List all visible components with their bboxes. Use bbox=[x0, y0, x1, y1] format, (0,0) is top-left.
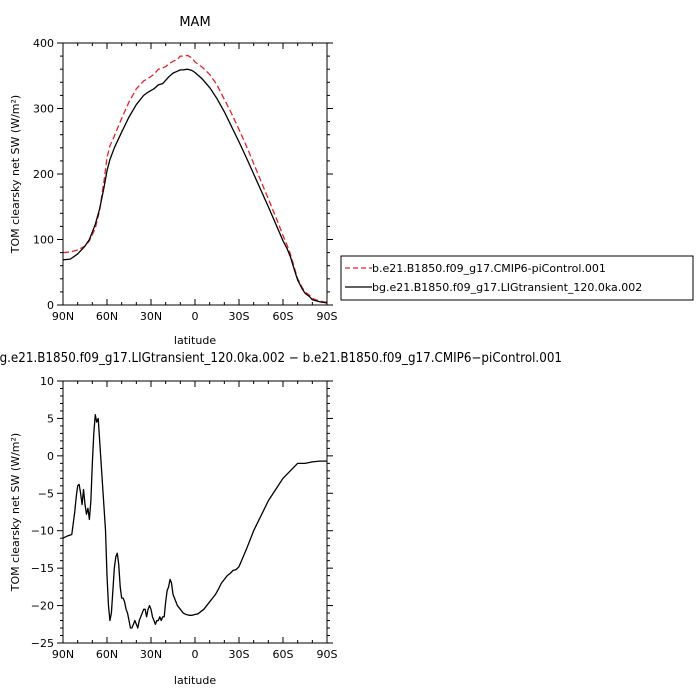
top-x-tick-label: 0 bbox=[192, 310, 199, 323]
top-x-tick-label: 90S bbox=[317, 310, 338, 323]
legend-box bbox=[340, 255, 694, 301]
bottom-x-tick-label: 60S bbox=[273, 648, 294, 661]
bottom-series-line-0 bbox=[62, 414, 327, 629]
top-chart-title: MAM bbox=[179, 15, 210, 30]
top-x-tick-label: 60N bbox=[96, 310, 118, 323]
bottom-y-tick-label: −20 bbox=[31, 600, 54, 613]
bottom-y-tick-label: −5 bbox=[38, 487, 54, 500]
bottom-x-tick-label: 30S bbox=[229, 648, 250, 661]
top-y-tick-label: 0 bbox=[47, 299, 54, 312]
top-x-tick-label: 60S bbox=[273, 310, 294, 323]
top-x-tick-label: 30S bbox=[229, 310, 250, 323]
bottom-x-tick-label: 60N bbox=[96, 648, 118, 661]
bottom-chart-x-axis-label: latitude bbox=[174, 674, 216, 687]
top-series-line-1 bbox=[62, 68, 328, 304]
legend-label-control: b.e21.B1850.f09_g17.CMIP6-piControl.001 bbox=[372, 262, 606, 275]
bottom-y-tick-label: 5 bbox=[47, 412, 54, 425]
bottom-chart-panel: bg.e21.B1850.f09_g17.LIGtransient_120.0k… bbox=[0, 351, 562, 687]
top-y-tick-label: 300 bbox=[33, 103, 54, 116]
bottom-x-tick-label: 0 bbox=[192, 648, 199, 661]
bottom-chart-title: bg.e21.B1850.f09_g17.LIGtransient_120.0k… bbox=[0, 351, 562, 366]
top-y-tick-label: 100 bbox=[33, 234, 54, 247]
top-series-line-0 bbox=[62, 54, 328, 304]
legend-label-transient: bg.e21.B1850.f09_g17.LIGtransient_120.0k… bbox=[372, 281, 642, 294]
top-chart-panel: MAM TOM clearsky net SW (W/m²) latitude … bbox=[9, 15, 338, 347]
bottom-chart-plot-frame bbox=[62, 380, 328, 644]
bottom-y-tick-label: −25 bbox=[31, 637, 54, 650]
bottom-x-tick-label: 30N bbox=[140, 648, 162, 661]
bottom-y-tick-label: 0 bbox=[47, 450, 54, 463]
top-y-tick-label: 200 bbox=[33, 168, 54, 181]
top-chart-plot-frame bbox=[62, 42, 328, 306]
bottom-x-tick-label: 90S bbox=[317, 648, 338, 661]
top-chart-y-axis-label: TOM clearsky net SW (W/m²) bbox=[9, 95, 22, 254]
bottom-chart-y-axis-label: TOM clearsky net SW (W/m²) bbox=[9, 433, 22, 592]
bottom-x-tick-label: 90N bbox=[52, 648, 74, 661]
bottom-y-tick-label: −10 bbox=[31, 525, 54, 538]
bottom-y-tick-label: −15 bbox=[31, 562, 54, 575]
legend: b.e21.B1850.f09_g17.CMIP6-piControl.001 … bbox=[340, 255, 694, 301]
top-y-tick-label: 400 bbox=[33, 37, 54, 50]
top-x-tick-label: 30N bbox=[140, 310, 162, 323]
bottom-y-tick-label: 10 bbox=[40, 375, 54, 388]
top-chart-x-axis-label: latitude bbox=[174, 334, 216, 347]
top-x-tick-label: 90N bbox=[52, 310, 74, 323]
